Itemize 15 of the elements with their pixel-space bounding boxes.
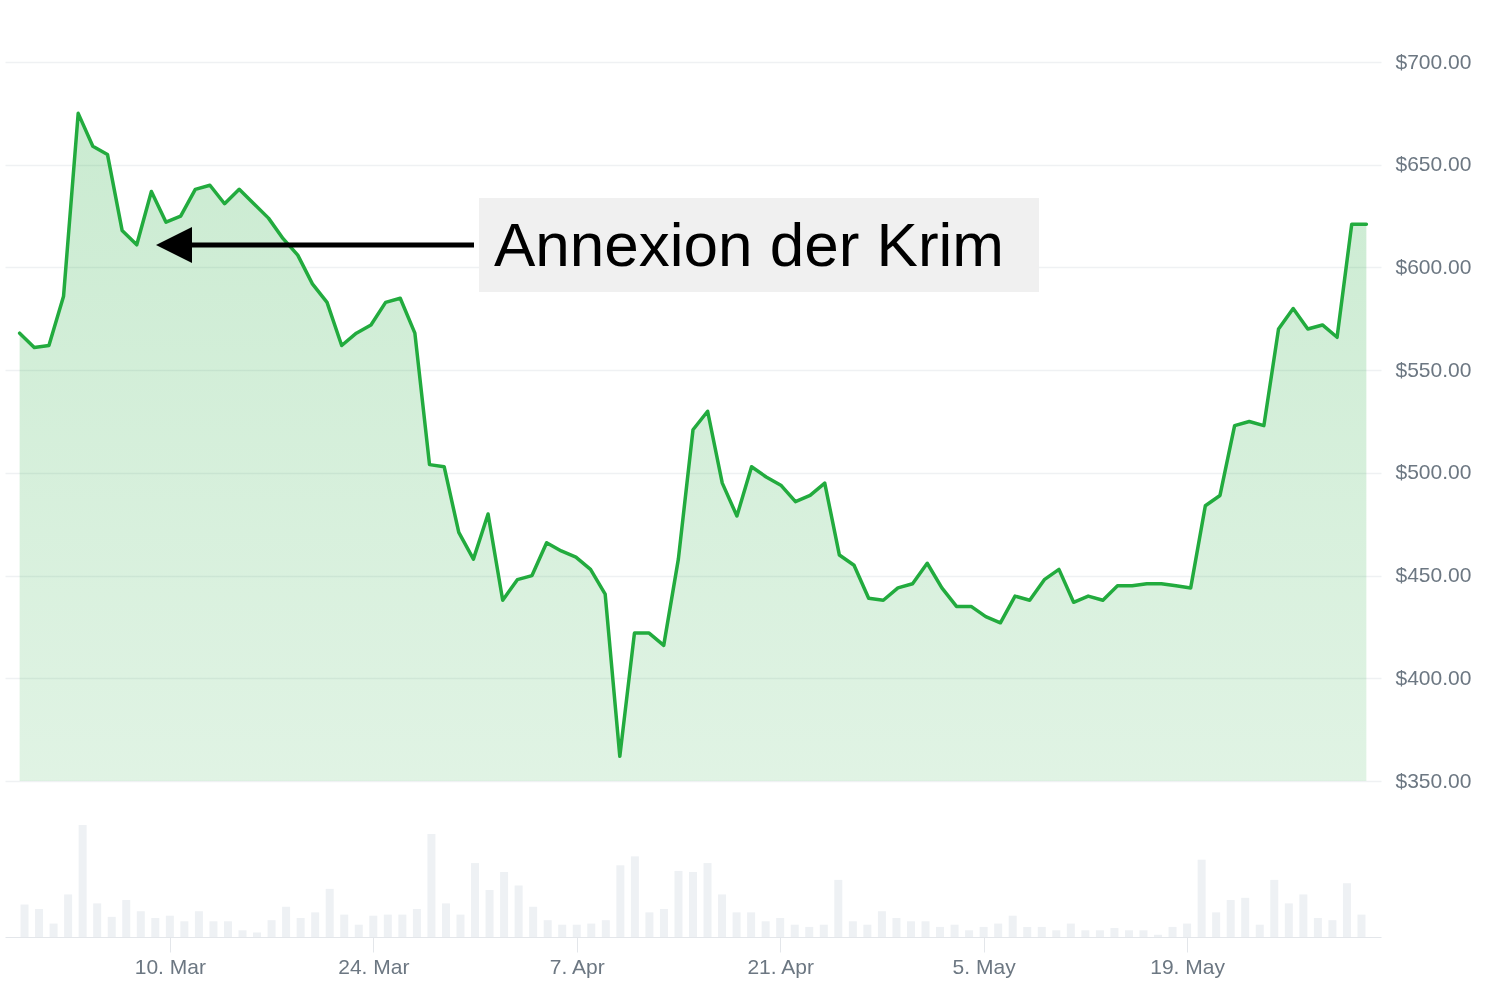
y-tick-label: $700.00 [1395,49,1472,73]
y-tick-label: $650.00 [1395,152,1472,176]
x-tick-label: 5. May [952,954,1017,978]
y-tick-label: $500.00 [1395,460,1472,484]
x-tick-label: 10. Mar [134,954,206,978]
y-tick-label: $350.00 [1395,768,1472,792]
y-tick-label: $400.00 [1395,665,1472,689]
x-tick-label: 21. Apr [747,954,814,978]
x-tick-label: 7. Apr [549,954,605,978]
annotation: Annexion der Krim [494,210,1005,279]
y-tick-label: $550.00 [1395,357,1472,381]
y-tick-label: $450.00 [1395,563,1472,587]
x-tick-label: 24. Mar [338,954,410,978]
y-tick-label: $600.00 [1395,254,1472,278]
x-tick-label: 19. May [1150,954,1226,978]
